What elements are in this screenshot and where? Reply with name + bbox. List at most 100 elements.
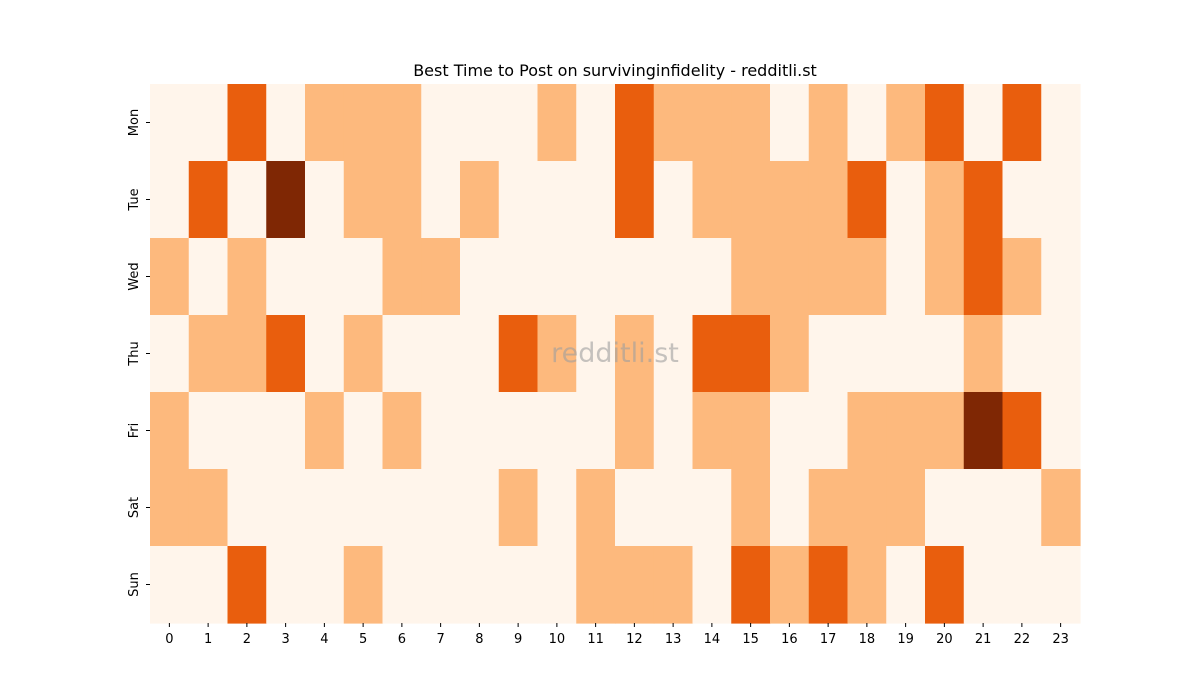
heatmap-cell-thu-4 <box>305 315 345 393</box>
y-tick-label: Mon <box>127 109 142 136</box>
heatmap-cell-sun-21 <box>963 546 1004 624</box>
heatmap-cell-tue-6 <box>382 161 422 239</box>
heatmap-cell-mon-20 <box>925 84 965 162</box>
heatmap-cell-sun-2 <box>227 546 267 624</box>
heatmap-cell-thu-19 <box>886 315 926 393</box>
heatmap-cell-sun-3 <box>266 546 306 624</box>
heatmap-cell-tue-23 <box>1041 161 1081 239</box>
heatmap-cell-wed-19 <box>886 238 926 316</box>
heatmap-cell-mon-0 <box>150 84 190 162</box>
heatmap-cell-mon-1 <box>188 84 229 162</box>
heatmap-cell-tue-4 <box>305 161 345 239</box>
heatmap-cell-sun-0 <box>150 546 190 624</box>
x-tick-label: 3 <box>281 632 289 647</box>
heatmap-cell-sun-12 <box>615 546 655 624</box>
x-tick-label: 0 <box>165 632 173 647</box>
heatmap-cell-thu-16 <box>770 315 810 393</box>
heatmap-cell-sun-11 <box>576 546 616 624</box>
x-tick-label: 11 <box>587 632 604 647</box>
heatmap-cell-sat-19 <box>886 469 926 547</box>
heatmap-cell-fri-1 <box>188 392 229 470</box>
heatmap-cell-fri-11 <box>576 392 616 470</box>
heatmap-cell-fri-17 <box>808 392 849 470</box>
heatmap-cell-sat-23 <box>1041 469 1081 547</box>
heatmap-cell-wed-23 <box>1041 238 1081 316</box>
heatmap-cell-sat-17 <box>808 469 849 547</box>
x-tick-label: 12 <box>626 632 643 647</box>
heatmap-cell-tue-15 <box>731 161 771 239</box>
heatmap-cell-sun-8 <box>460 546 500 624</box>
heatmap-cell-tue-17 <box>808 161 849 239</box>
heatmap-cell-thu-12 <box>615 315 655 393</box>
heatmap-cell-wed-0 <box>150 238 190 316</box>
heatmap-cell-sun-5 <box>343 546 384 624</box>
heatmap-cell-fri-16 <box>770 392 810 470</box>
heatmap-cell-tue-12 <box>615 161 655 239</box>
heatmap-cell-tue-10 <box>537 161 577 239</box>
heatmap-cell-fri-7 <box>421 392 461 470</box>
heatmap-cell-tue-2 <box>227 161 267 239</box>
heatmap-cell-sun-16 <box>770 546 810 624</box>
heatmap-cell-sat-12 <box>615 469 655 547</box>
heatmap-cell-wed-6 <box>382 238 422 316</box>
heatmap-cell-mon-17 <box>808 84 849 162</box>
heatmap-cell-thu-3 <box>266 315 306 393</box>
heatmap-cell-thu-11 <box>576 315 616 393</box>
heatmap-cell-sun-19 <box>886 546 926 624</box>
heatmap-cell-wed-2 <box>227 238 267 316</box>
heatmap-cell-mon-15 <box>731 84 771 162</box>
x-tick-label: 19 <box>897 632 914 647</box>
heatmap-cell-sun-6 <box>382 546 422 624</box>
heatmap-cell-sat-18 <box>847 469 887 547</box>
heatmap-cell-tue-16 <box>770 161 810 239</box>
heatmap-cell-mon-16 <box>770 84 810 162</box>
heatmap-cell-fri-5 <box>343 392 384 470</box>
heatmap-cell-thu-10 <box>537 315 577 393</box>
heatmap-cell-fri-18 <box>847 392 887 470</box>
x-tick-label: 1 <box>204 632 212 647</box>
heatmap-cell-sun-15 <box>731 546 771 624</box>
x-tick-label: 8 <box>475 632 483 647</box>
heatmap-cell-sat-9 <box>498 469 539 547</box>
y-tick-label: Thu <box>127 341 142 366</box>
heatmap-cell-tue-1 <box>188 161 229 239</box>
heatmap-cell-sat-14 <box>692 469 732 547</box>
heatmap-cell-mon-11 <box>576 84 616 162</box>
heatmap-cell-thu-9 <box>498 315 539 393</box>
heatmap-cell-sat-21 <box>963 469 1004 547</box>
heatmap-cell-thu-20 <box>925 315 965 393</box>
heatmap-cell-wed-3 <box>266 238 306 316</box>
heatmap-cell-tue-8 <box>460 161 500 239</box>
heatmap-cell-fri-2 <box>227 392 267 470</box>
heatmap-cell-thu-23 <box>1041 315 1081 393</box>
x-tick-label: 20 <box>936 632 953 647</box>
x-tick-label: 10 <box>549 632 566 647</box>
heatmap-cell-sat-6 <box>382 469 422 547</box>
heatmap-cell-sat-8 <box>460 469 500 547</box>
heatmap-cell-sat-5 <box>343 469 384 547</box>
heatmap-cell-wed-9 <box>498 238 539 316</box>
heatmap-cell-sat-0 <box>150 469 190 547</box>
heatmap-cell-fri-15 <box>731 392 771 470</box>
heatmap-cell-thu-1 <box>188 315 229 393</box>
y-tick-label: Fri <box>127 423 142 439</box>
heatmap-cell-thu-0 <box>150 315 190 393</box>
heatmap-cell-mon-13 <box>653 84 694 162</box>
heatmap-cell-wed-10 <box>537 238 577 316</box>
x-tick-label: 7 <box>436 632 444 647</box>
heatmap-cell-thu-8 <box>460 315 500 393</box>
heatmap-cell-wed-20 <box>925 238 965 316</box>
heatmap-cell-sat-3 <box>266 469 306 547</box>
heatmap-cell-tue-20 <box>925 161 965 239</box>
x-axis: 0 1 2 3 4 5 6 7 8 9 10 11 12 13 14 15 16 17 18 19 20 21 22 23 <box>165 623 1069 647</box>
heatmap-cell-thu-7 <box>421 315 461 393</box>
heatmap-cell-fri-4 <box>305 392 345 470</box>
y-tick-label: Sun <box>127 572 142 597</box>
x-tick-label: 22 <box>1014 632 1031 647</box>
heatmap-cell-tue-9 <box>498 161 539 239</box>
x-tick-label: 6 <box>398 632 406 647</box>
heatmap-cell-thu-13 <box>653 315 694 393</box>
heatmap-cell-sat-20 <box>925 469 965 547</box>
y-tick-label: Sat <box>127 497 142 518</box>
x-tick-label: 9 <box>514 632 522 647</box>
